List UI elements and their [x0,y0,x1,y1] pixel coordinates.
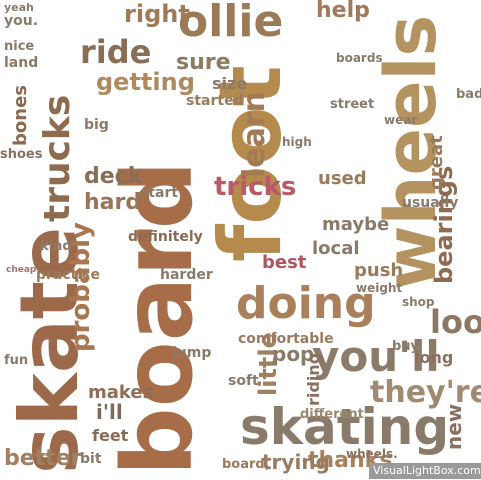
word: i'll [96,400,123,424]
word: learn [237,90,272,178]
word: size [212,74,248,93]
word: kind [40,239,72,254]
word: sure [176,50,231,75]
word: look [430,303,481,341]
word: you. [4,13,39,29]
word: skating [240,398,450,456]
word: doing [236,278,376,329]
word: different [300,407,364,422]
word: usually [402,195,459,211]
word: soft [228,373,259,389]
word: makes [88,382,154,403]
word: street [330,97,375,112]
word: pop [272,342,315,366]
word: boards [336,51,383,65]
word: you'll [312,332,440,381]
word: buy [392,339,420,354]
word: hard [84,190,142,215]
word: weight [356,281,403,295]
word: comfortable [238,331,334,347]
word: wheels. [346,447,398,461]
word: started [186,93,244,109]
word: high [282,135,312,149]
word: trucks [37,94,78,222]
word: definitely [128,229,203,245]
word: best [262,252,307,273]
word: they're [370,375,481,410]
word: nice [4,39,35,54]
word: cheap [6,265,37,275]
word: help [316,0,370,23]
word: getting [96,68,195,96]
word: fun [4,353,29,368]
word: practice [36,267,100,283]
word: tricks [214,172,297,202]
word: shop [402,295,435,309]
word: long [414,348,454,367]
word: jump [172,345,212,361]
word: shoes [0,147,43,162]
word: probably [66,222,96,352]
word: ollie [178,0,284,47]
word: maybe [322,214,390,235]
word: right [124,0,190,28]
word: feet [92,426,129,445]
word: land [4,55,39,71]
word: local [312,238,360,259]
word: used [318,168,367,189]
word: yeah [4,1,34,14]
word: push [354,260,404,281]
word: deck [84,164,143,189]
word: harder [160,267,213,283]
word: bones [10,85,31,146]
word: start [140,185,179,201]
word: trying [262,450,330,474]
word: great [426,135,447,190]
word: bit [80,451,102,467]
word: better [4,446,82,471]
word: new [442,403,466,450]
word: board, [222,457,270,472]
word: riding [304,352,323,406]
word: wear [384,113,418,127]
word: big [84,117,109,133]
word: bad [456,87,481,102]
watermark: VisualLightBox.com [369,463,481,479]
word: ride [80,33,152,71]
